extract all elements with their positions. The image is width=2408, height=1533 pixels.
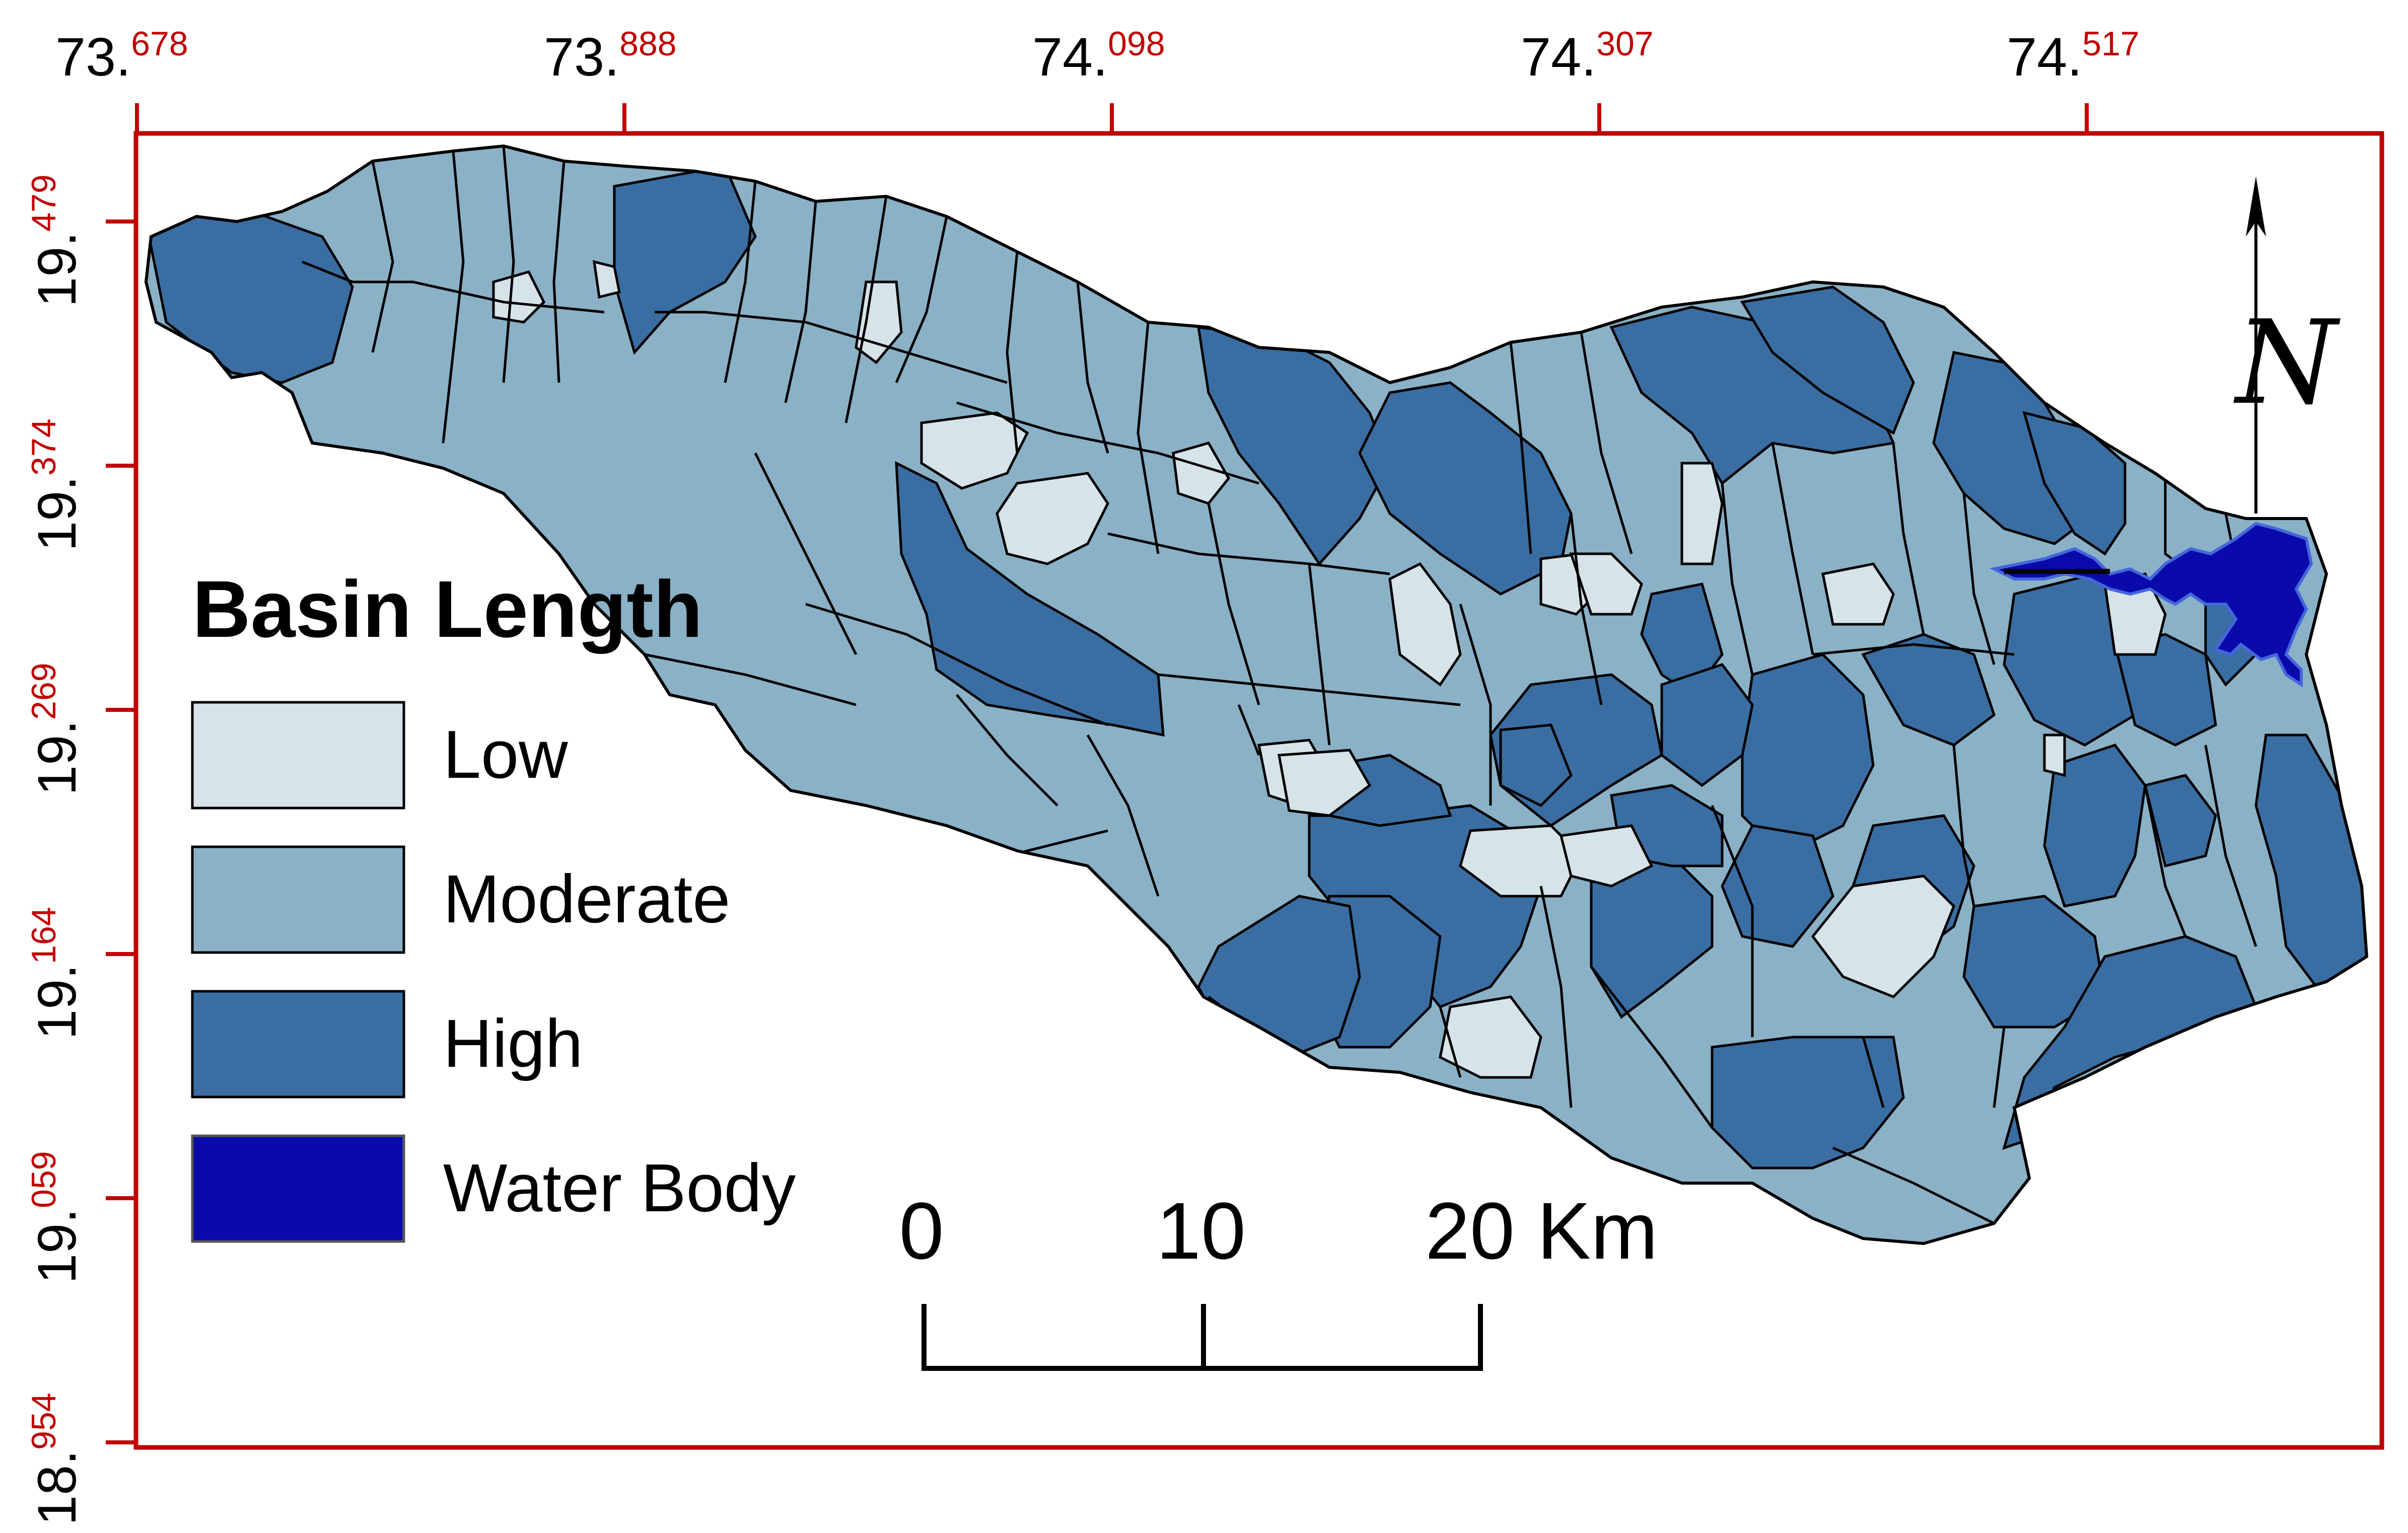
- north-arrow-icon: N: [2233, 176, 2341, 514]
- legend-label-low: Low: [443, 716, 568, 792]
- legend-swatch-moderate: [191, 845, 405, 954]
- scale-label-10: 10: [1156, 1186, 1246, 1276]
- top-tick-label: 73.888: [544, 25, 677, 87]
- basin-outline: [144, 144, 2369, 1246]
- legend-label-moderate: Moderate: [443, 861, 730, 937]
- scale-label-20-km: 20 Km: [1425, 1186, 1658, 1276]
- left-tick-label: 19.269: [25, 663, 87, 795]
- left-tick-label: 19.059: [25, 1151, 87, 1284]
- top-tick-label: 74.307: [1521, 25, 1654, 87]
- top-tick-label: 73.678: [55, 25, 188, 87]
- scale-label-0: 0: [899, 1186, 944, 1276]
- legend-swatch-high: [191, 990, 405, 1099]
- legend-swatch-water-body: [191, 1134, 405, 1243]
- left-ticks: 19.479 19.374 19.269 19.164 19.059 18.95…: [25, 174, 136, 1525]
- left-tick-label: 19.374: [25, 418, 87, 551]
- legend-label-water-body: Water Body: [443, 1150, 796, 1226]
- legend-label-high: High: [443, 1005, 583, 1081]
- scale-bar: 0 10 20 Km: [899, 1186, 1658, 1371]
- top-tick-label: 74.098: [1032, 25, 1165, 87]
- legend: Basin Length Low Moderate High Water Bod…: [191, 564, 796, 1243]
- top-tick-label: 74.517: [2007, 25, 2140, 87]
- water-body: [1989, 522, 2313, 688]
- left-tick-label: 18.954: [25, 1393, 87, 1525]
- north-arrow-letter: N: [2233, 296, 2341, 430]
- legend-swatch-low: [191, 701, 405, 810]
- left-tick-label: 19.479: [25, 174, 87, 307]
- left-tick-label: 19.164: [25, 907, 87, 1040]
- top-ticks: 73.678 73.888 74.098 74.307 74.517: [55, 25, 2140, 133]
- basin-polygons: [146, 146, 2367, 1244]
- legend-title: Basin Length: [192, 564, 702, 654]
- map-frame: [133, 131, 2384, 1450]
